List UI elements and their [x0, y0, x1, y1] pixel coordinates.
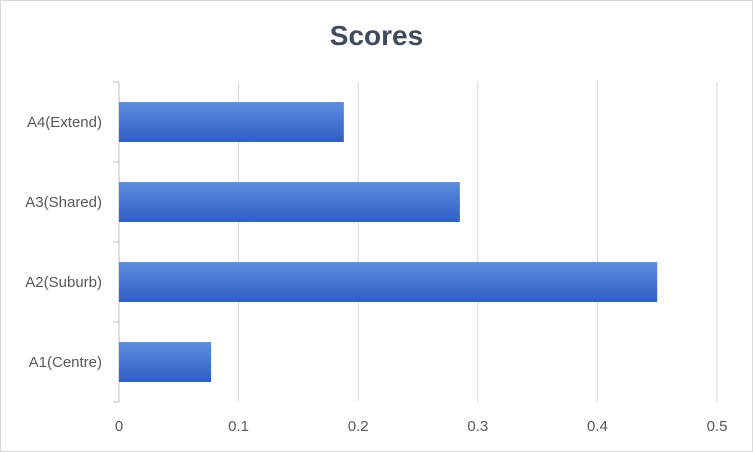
gridlines — [238, 82, 718, 402]
labels: 0 0.1 0.2 0.3 0.4 0.5 A1(Centre) A2(Suburb) A3(S… — [25, 114, 727, 435]
category-label: A2(Suburb) — [25, 274, 102, 291]
x-tick-label: 0.5 — [707, 418, 728, 435]
x-tick-label: 0 — [115, 418, 123, 435]
category-label: A3(Shared) — [25, 194, 102, 211]
bar-1 — [119, 262, 658, 302]
bar-3 — [119, 102, 344, 142]
bars — [119, 102, 658, 382]
x-tick-label: 0.1 — [228, 418, 249, 435]
chart-title: Scores — [329, 20, 424, 51]
x-tick-label: 0.4 — [587, 418, 608, 435]
axes — [113, 81, 120, 403]
x-tick-label: 0.3 — [467, 418, 488, 435]
category-label: A4(Extend) — [27, 114, 102, 131]
category-label: A1(Centre) — [29, 354, 102, 371]
bar-2 — [119, 182, 460, 222]
bar-0 — [119, 342, 212, 382]
x-tick-label: 0.2 — [348, 418, 369, 435]
